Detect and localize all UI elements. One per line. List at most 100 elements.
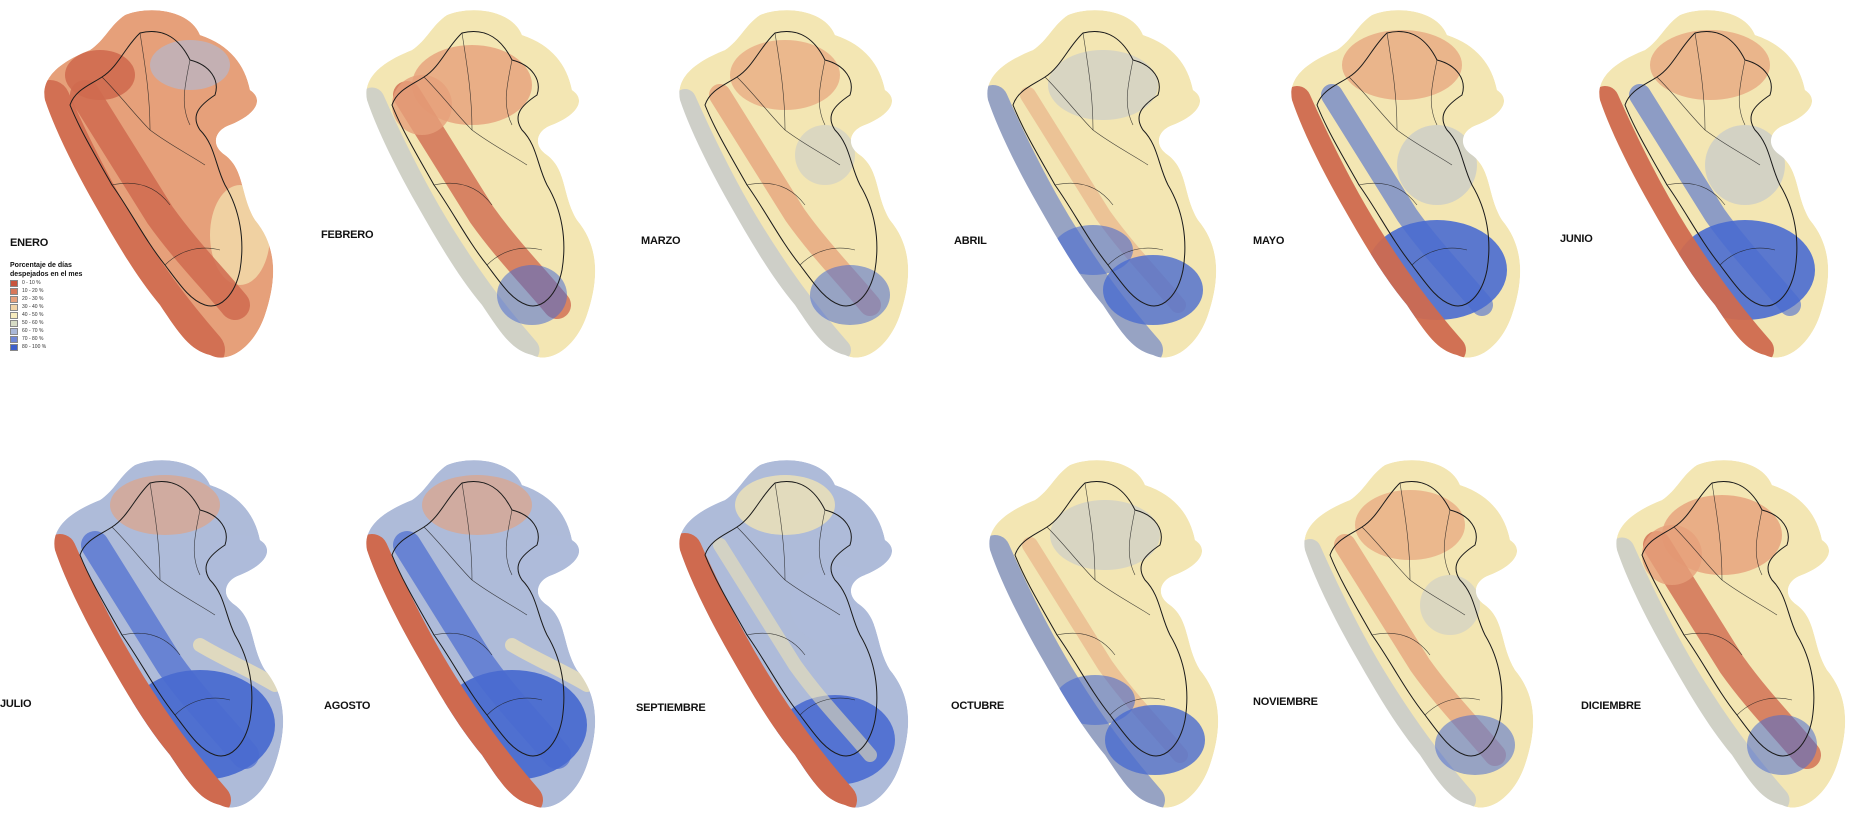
map-abril: [987, 10, 1217, 358]
department-boundary: [1092, 129, 1149, 166]
department-boundary: [461, 482, 473, 581]
map-color-band: [1599, 86, 1774, 358]
legend-swatch: [10, 343, 18, 351]
department-boundary: [193, 509, 201, 576]
legend-item-label: 80 - 100 %: [22, 344, 47, 350]
map-color-region: [1053, 225, 1133, 275]
legend-item: 20 - 30 %: [10, 295, 130, 303]
department-boundary: [505, 59, 513, 126]
country-boundary: [79, 481, 253, 757]
legend-title-line2: despejados en el mes: [10, 270, 83, 278]
department-boundary: [159, 579, 216, 616]
map-fill-group: [44, 10, 274, 358]
map-fill-group: [366, 460, 596, 808]
month-label-marzo: MARZO: [641, 235, 681, 247]
department-boundary: [423, 76, 473, 131]
map-color-region: [1642, 525, 1702, 585]
department-boundary: [784, 579, 841, 616]
legend-item: 80 - 100 %: [10, 343, 130, 351]
map-color-region: [150, 40, 230, 90]
country-boundary: [704, 481, 878, 757]
department-boundary: [1094, 579, 1151, 616]
department-boundary: [1443, 509, 1451, 576]
legend-items: 0 - 10 % 10 - 20 % 20 - 30 % 30 - 40 % 40 - …: [10, 279, 130, 351]
department-boundary: [149, 129, 206, 166]
map-junio: [1599, 10, 1829, 358]
map-fill-group: [987, 10, 1217, 358]
legend-swatch: [10, 303, 18, 311]
department-boundary: [1666, 182, 1726, 206]
map-marzo: [679, 10, 909, 358]
country-boundary: [1624, 31, 1798, 307]
country-boundary: [69, 31, 243, 307]
map-color-region: [422, 475, 532, 535]
department-boundary: [111, 182, 171, 206]
map-color-region: [1420, 575, 1480, 635]
department-boundary: [818, 509, 826, 576]
department-boundary: [433, 632, 493, 656]
month-label-noviembre: NOVIEMBRE: [1253, 696, 1318, 708]
legend-item: 70 - 80 %: [10, 335, 130, 343]
department-boundary: [183, 59, 191, 126]
department-boundary: [1711, 482, 1723, 581]
department-boundary: [1396, 129, 1453, 166]
department-boundary: [1673, 526, 1723, 581]
map-color-band: [70, 80, 250, 320]
map-color-region: [1705, 125, 1785, 205]
department-boundary: [1721, 579, 1778, 616]
map-julio: [54, 460, 284, 808]
department-boundary: [1399, 482, 1411, 581]
department-boundary: [1411, 247, 1468, 266]
department-boundary: [1358, 182, 1418, 206]
map-color-region: [1105, 705, 1205, 775]
department-boundary: [149, 482, 161, 581]
map-color-region: [735, 475, 835, 535]
map-diciembre: [1616, 460, 1846, 808]
map-color-region: [1650, 30, 1770, 100]
department-boundary: [471, 129, 528, 166]
legend-item: 50 - 60 %: [10, 319, 130, 327]
map-fill-group: [1291, 10, 1521, 358]
department-boundary: [486, 697, 543, 716]
month-label-diciembre: DICIEMBRE: [1581, 700, 1641, 712]
department-boundary: [1128, 509, 1136, 576]
department-boundary: [433, 182, 493, 206]
department-boundary: [1084, 482, 1096, 581]
department-boundary: [461, 32, 473, 131]
department-boundary: [1044, 76, 1094, 131]
country-boundary: [391, 31, 565, 307]
legend-item: 30 - 40 %: [10, 303, 130, 311]
legend-item: 10 - 20 %: [10, 287, 130, 295]
department-boundary: [423, 526, 473, 581]
legend-item: 0 - 10 %: [10, 279, 130, 287]
map-febrero: [366, 10, 596, 358]
map-fill-group: [679, 460, 909, 808]
map-color-region: [1048, 50, 1158, 120]
map-fill-group: [1304, 460, 1534, 808]
country-boundary: [1014, 481, 1188, 757]
map-agosto: [366, 460, 596, 808]
legend-swatch: [10, 335, 18, 343]
map-color-band: [1321, 84, 1493, 316]
department-boundary: [505, 509, 513, 576]
department-boundary: [1126, 59, 1134, 126]
map-color-band: [1629, 84, 1801, 316]
month-label-julio: JULIO: [0, 698, 32, 710]
legend-swatch: [10, 287, 18, 295]
department-boundary: [1082, 32, 1094, 131]
department-boundary: [774, 482, 786, 581]
month-label-abril: ABRIL: [954, 235, 987, 247]
department-boundary: [746, 182, 806, 206]
department-boundary: [1683, 632, 1743, 656]
department-boundary: [1386, 32, 1398, 131]
map-color-region: [790, 565, 880, 645]
map-color-region: [1435, 715, 1515, 775]
legend-swatch: [10, 319, 18, 327]
map-noviembre: [1304, 460, 1534, 808]
legend-item-label: 40 - 50 %: [22, 312, 44, 318]
legend-item-label: 10 - 20 %: [22, 288, 44, 294]
map-mayo: [1291, 10, 1521, 358]
legend-item-label: 50 - 60 %: [22, 320, 44, 326]
map-color-band: [81, 531, 259, 769]
